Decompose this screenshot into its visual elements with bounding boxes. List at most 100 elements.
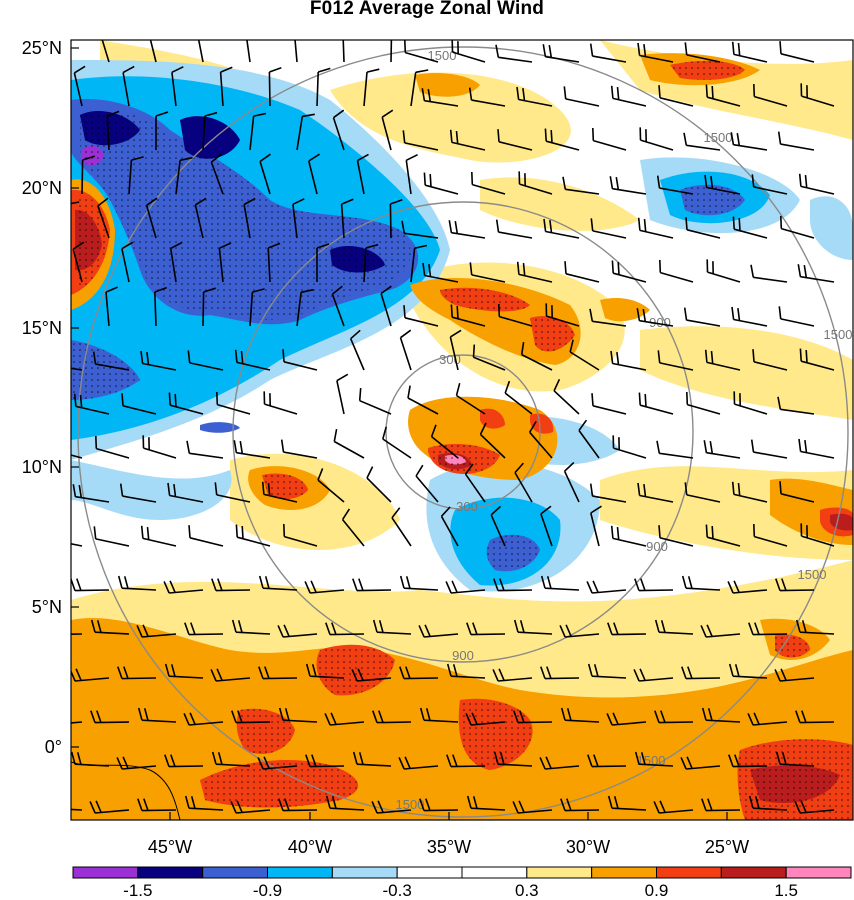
wind-barb (733, 391, 768, 415)
wind-barb (516, 86, 553, 107)
wind-barb (401, 220, 439, 239)
wind-barb (423, 172, 459, 195)
wind-barb (504, 380, 533, 415)
wind-barb (419, 707, 459, 723)
wind-barb (466, 795, 506, 811)
wind-barb (410, 69, 429, 107)
lat-tick-label: 20°N (22, 178, 62, 198)
wind-barb (780, 215, 815, 239)
wind-barb (777, 396, 815, 415)
wind-barb (656, 440, 694, 459)
wind-barb (514, 462, 533, 503)
wind-barb (231, 710, 271, 724)
wind-barb (685, 217, 721, 239)
wind-barb (540, 575, 580, 591)
wind-barb (402, 130, 439, 151)
wind-barb (258, 575, 298, 591)
wind-barb (128, 156, 144, 195)
wind-barb (121, 241, 134, 283)
wind-barb (472, 344, 506, 371)
wind-barb (95, 435, 130, 459)
wind-barb (471, 171, 506, 195)
lat-tick-label: 25°N (22, 38, 62, 58)
wind-barb (493, 578, 533, 592)
colorbar-swatch (785, 866, 852, 879)
wind-barb (658, 85, 694, 107)
wind-barb (495, 44, 533, 63)
colorbar-swatch (526, 866, 593, 879)
wind-barb (732, 216, 768, 239)
map-title: F012 Average Zonal Wind (309, 0, 545, 19)
wind-barb (219, 66, 233, 107)
lon-tick-label: 40°W (288, 837, 332, 857)
wind-barb (560, 707, 600, 723)
wind-barb (263, 391, 298, 415)
wind-barb (399, 575, 439, 591)
wind-barb (606, 712, 647, 726)
wind-barb (560, 798, 600, 812)
wind-barb (589, 43, 627, 63)
wind-barb (352, 578, 392, 592)
wind-barb (164, 754, 204, 768)
lat-tick-label: 10°N (22, 457, 62, 477)
wind-barb (233, 440, 271, 459)
wind-barb (381, 109, 394, 151)
range-rings (77, 46, 849, 818)
wind-barb (92, 351, 130, 371)
wind-barb (464, 463, 486, 503)
wind-barb (399, 666, 439, 680)
wind-barb (389, 199, 403, 239)
lon-tick-label: 35°W (427, 837, 471, 857)
wind-barb (142, 435, 177, 459)
wind-barb (278, 707, 318, 723)
wind-barb (316, 67, 331, 107)
wind-barb (72, 484, 110, 503)
colorbar: -1.5 -0.9 -0.3 0.3 0.9 1.5 (72, 866, 852, 900)
wind-barb (317, 468, 345, 503)
wind-barb (512, 800, 553, 814)
wind-barb (331, 285, 345, 327)
wind-barb (731, 306, 768, 327)
wind-barb (446, 754, 486, 768)
wind-barb (800, 83, 835, 107)
wind-barb (683, 132, 721, 151)
wind-barb (259, 153, 271, 195)
wind-barb (731, 41, 768, 63)
wind-barb (71, 454, 83, 459)
wind-barb (563, 86, 600, 107)
wind-barb (211, 578, 251, 592)
wind-barb (418, 624, 459, 638)
wind-barb (167, 482, 204, 503)
wind-barb (410, 244, 428, 283)
wind-barb (540, 666, 580, 680)
wind-barb (282, 349, 318, 371)
wind-barb (563, 461, 580, 503)
wind-barb (653, 800, 694, 814)
wind-barb (405, 153, 418, 195)
wind-barb (747, 712, 788, 726)
wind-barb (513, 710, 553, 724)
wind-barb (363, 68, 380, 107)
wind-barb (586, 580, 627, 594)
wind-barb (267, 242, 281, 283)
wind-barb (325, 795, 365, 811)
range-ring-label: 1500 (428, 48, 457, 63)
longitude-axis: 45°W 40°W 35°W 30°W 25°W (148, 812, 749, 857)
wind-barb (58, 111, 70, 150)
wind-barb (590, 505, 602, 547)
wind-barb (728, 663, 768, 679)
wind-barb (681, 575, 721, 591)
wind-barb (753, 523, 788, 547)
colorbar-swatch (202, 866, 269, 879)
wind-barb (686, 391, 721, 415)
wind-barb (268, 67, 282, 107)
wind-barb (117, 575, 157, 591)
wind-barb (540, 505, 553, 547)
wind-barb (490, 505, 506, 547)
wind-barb (633, 668, 674, 682)
wind-barb (116, 756, 157, 770)
wind-barb (210, 668, 251, 682)
wind-barb (308, 153, 320, 195)
wind-barb (751, 174, 788, 195)
